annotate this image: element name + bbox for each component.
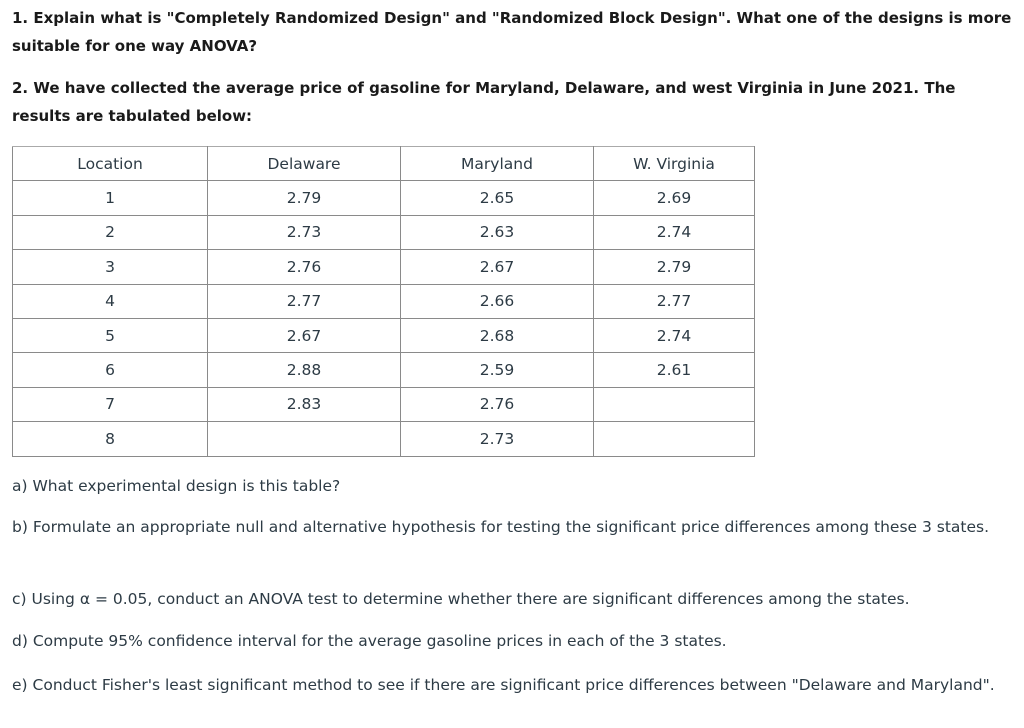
table-cell: 2.77 — [593, 283, 755, 319]
header-row: Location Delaware Maryland W. Virginia — [12, 145, 755, 182]
table-cell: 2.88 — [207, 352, 401, 388]
sub-question: d) Compute 95% confidence interval for t… — [12, 632, 727, 650]
table-row: 1 2.79 2.65 2.69 — [12, 180, 755, 216]
table-cell: 2.63 — [400, 214, 594, 251]
table-cell: 2.74 — [593, 214, 755, 251]
table-cell — [593, 386, 755, 423]
question-2: 2. We have collected the average price o… — [12, 79, 956, 125]
table-cell: 2.67 — [400, 249, 594, 285]
table-cell: 2.73 — [207, 214, 401, 251]
table-cell: 2.76 — [207, 249, 401, 285]
sub-question: e) Conduct Fisher's least significant me… — [12, 676, 995, 694]
sub-question: c) Using α = 0.05, conduct an ANOVA test… — [12, 590, 910, 608]
header-cell: Delaware — [207, 145, 401, 182]
table-cell: 3 — [12, 249, 208, 285]
table-row: 8 2.73 — [12, 421, 755, 457]
table-cell — [593, 421, 755, 457]
table-cell: 2.59 — [400, 352, 594, 388]
header-cell: Location — [12, 145, 208, 182]
sub-question: a) What experimental design is this tabl… — [12, 477, 341, 495]
table-cell: 2.77 — [207, 283, 401, 319]
table-cell: 4 — [12, 283, 208, 319]
header-cell: Maryland — [400, 145, 594, 182]
table-cell: 2.67 — [207, 317, 401, 354]
table-cell: 8 — [12, 421, 208, 457]
sub-question: b) Formulate an appropriate null and alt… — [12, 518, 990, 536]
table-cell: 1 — [12, 180, 208, 216]
table-cell: 2.76 — [400, 386, 594, 423]
table-row: 4 2.77 2.66 2.77 — [12, 283, 755, 319]
table-cell: 2.66 — [400, 283, 594, 319]
table-row: 5 2.67 2.68 2.74 — [12, 317, 755, 354]
header-cell: W. Virginia — [593, 145, 755, 182]
table-row: 7 2.83 2.76 — [12, 386, 755, 423]
price-table: Location Delaware Maryland W. Virginia 1 2.79… — [12, 145, 755, 457]
table-cell: 7 — [12, 386, 208, 423]
table-cell: 2.69 — [593, 180, 755, 216]
table-cell: 2.65 — [400, 180, 594, 216]
table-row: 3 2.76 2.67 2.79 — [12, 249, 755, 285]
table-cell: 2 — [12, 214, 208, 251]
table-row: 6 2.88 2.59 2.61 — [12, 352, 755, 388]
table-cell: 2.74 — [593, 317, 755, 354]
table-cell: 2.73 — [400, 421, 594, 457]
table-cell: 5 — [12, 317, 208, 354]
table-cell: 2.79 — [207, 180, 401, 216]
table-row: 2 2.73 2.63 2.74 — [12, 214, 755, 251]
table-cell — [207, 421, 401, 457]
table-cell: 6 — [12, 352, 208, 388]
table-cell: 2.79 — [593, 249, 755, 285]
table-cell: 2.61 — [593, 352, 755, 388]
question-1: 1. Explain what is "Completely Randomize… — [12, 9, 1012, 55]
table-cell: 2.68 — [400, 317, 594, 354]
table-cell: 2.83 — [207, 386, 401, 423]
